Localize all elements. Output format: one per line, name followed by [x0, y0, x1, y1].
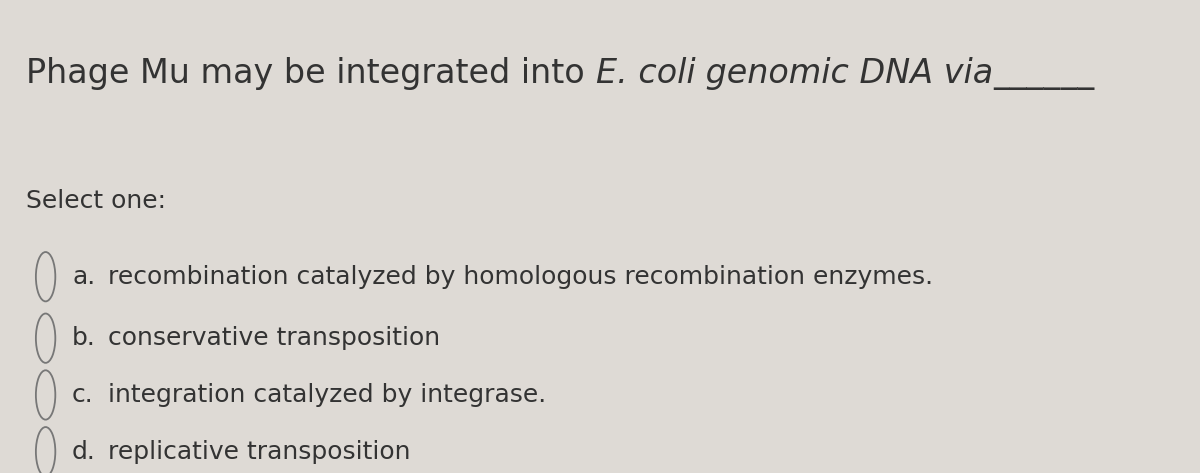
Text: integration catalyzed by integrase.: integration catalyzed by integrase.	[108, 383, 546, 407]
Text: genomic DNA via: genomic DNA via	[696, 57, 994, 90]
Text: Select one:: Select one:	[26, 189, 167, 213]
Text: ______: ______	[994, 57, 1094, 90]
Text: d.: d.	[72, 440, 96, 464]
Text: E. coli: E. coli	[595, 57, 696, 90]
Text: Phage Mu may be integrated into: Phage Mu may be integrated into	[26, 57, 595, 90]
Text: c.: c.	[72, 383, 94, 407]
Text: replicative transposition: replicative transposition	[108, 440, 410, 464]
Text: recombination catalyzed by homologous recombination enzymes.: recombination catalyzed by homologous re…	[108, 265, 934, 289]
Text: conservative transposition: conservative transposition	[108, 326, 440, 350]
Text: b.: b.	[72, 326, 96, 350]
Text: a.: a.	[72, 265, 95, 289]
